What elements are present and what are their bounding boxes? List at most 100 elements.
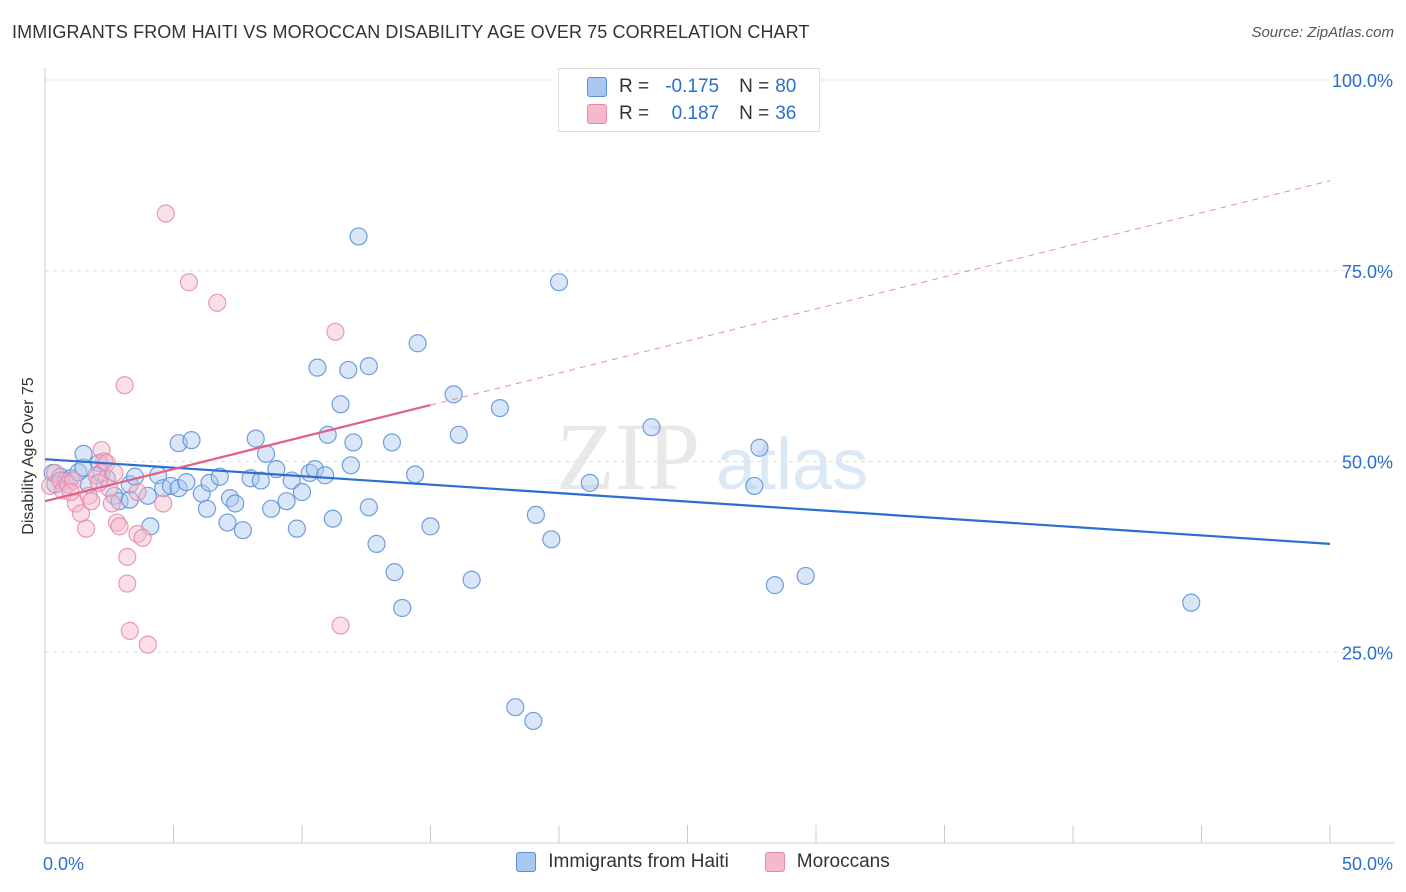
data-point-haiti	[287, 519, 306, 538]
data-point-moroccans	[61, 482, 80, 502]
data-point-haiti	[177, 473, 196, 492]
data-point-haiti	[580, 473, 599, 492]
legend-n-label: N =	[739, 76, 770, 97]
data-point-haiti	[308, 358, 327, 377]
data-point-moroccans	[128, 482, 147, 502]
trend-line-haiti	[44, 458, 1331, 546]
data-point-haiti	[367, 534, 386, 554]
data-point-moroccans	[179, 273, 199, 292]
data-point-moroccans	[118, 574, 137, 593]
data-point-haiti	[526, 505, 545, 525]
data-point-moroccans	[331, 616, 350, 635]
data-point-haiti	[1182, 593, 1201, 612]
y-tick-label: 100.0%	[1332, 71, 1393, 91]
source-credit: Source: ZipAtlas.com	[1251, 24, 1394, 41]
legend-item-haiti: Immigrants from Haiti	[516, 851, 729, 873]
series-haiti-points	[43, 227, 1201, 731]
data-point-moroccans	[120, 621, 139, 640]
data-point-haiti	[331, 395, 350, 414]
trend-line-moroccans-extension	[430, 180, 1331, 406]
watermark-zip: ZIP	[556, 403, 700, 510]
data-point-moroccans	[138, 635, 157, 654]
data-point-haiti	[462, 570, 481, 589]
data-point-haiti	[138, 486, 157, 505]
legend-item-moroccans: Moroccans	[764, 851, 890, 873]
data-point-moroccans	[102, 494, 121, 513]
data-point-haiti	[796, 566, 815, 586]
data-point-haiti	[277, 492, 296, 511]
legend-swatch-haiti	[516, 852, 537, 872]
y-axis-label: Disability Age Over 75	[20, 377, 37, 535]
data-point-moroccans	[326, 322, 345, 341]
data-point-haiti	[359, 357, 378, 376]
data-point-haiti	[642, 418, 661, 437]
data-point-haiti	[549, 273, 569, 292]
legend-n-value: 36	[775, 103, 797, 124]
legend-swatch-moroccans	[764, 852, 785, 872]
data-point-haiti	[490, 398, 509, 418]
data-point-haiti	[220, 489, 240, 508]
gridlines	[45, 79, 1395, 653]
data-point-moroccans	[208, 293, 227, 312]
legend-label-moroccans: Moroccans	[796, 851, 890, 872]
data-point-moroccans	[77, 519, 96, 538]
y-tick-label: 75.0%	[1342, 262, 1393, 282]
watermark: ZIP atlas	[556, 403, 868, 510]
data-point-haiti	[750, 438, 769, 457]
data-point-haiti	[200, 473, 219, 492]
data-point-haiti	[210, 467, 229, 486]
legend-label-haiti: Immigrants from Haiti	[548, 851, 729, 872]
data-point-haiti	[506, 698, 525, 717]
watermark-atlas: atlas	[716, 425, 868, 505]
data-point-moroccans	[110, 517, 129, 536]
legend-r-label: R =	[619, 76, 650, 97]
legend-n-value: 80	[775, 76, 797, 97]
data-point-haiti	[233, 521, 252, 540]
data-point-haiti	[339, 360, 358, 380]
legend-row-moroccans: R = 0.187 N = 36	[587, 101, 796, 127]
data-point-moroccans	[115, 376, 134, 395]
data-point-haiti	[393, 598, 412, 618]
legend-swatch-haiti	[587, 77, 607, 97]
data-point-haiti	[246, 429, 265, 448]
data-point-haiti	[182, 431, 201, 450]
trend-lines	[44, 180, 1331, 546]
chart-title: IMMIGRANTS FROM HAITI VS MOROCCAN DISABI…	[12, 22, 810, 42]
data-point-haiti	[251, 471, 270, 490]
data-point-haiti	[542, 530, 561, 549]
data-point-moroccans	[82, 492, 101, 511]
data-point-moroccans	[105, 463, 124, 483]
data-point-haiti	[292, 482, 312, 502]
y-tick-labels: 100.0% 75.0% 50.0% 25.0%	[1332, 71, 1393, 663]
data-point-haiti	[449, 425, 468, 444]
data-point-haiti	[444, 385, 463, 404]
axes	[44, 68, 1395, 844]
data-point-haiti	[344, 433, 363, 452]
data-point-haiti	[359, 498, 378, 517]
data-point-haiti	[74, 444, 93, 463]
data-point-moroccans	[133, 528, 152, 547]
data-point-haiti	[323, 509, 342, 528]
data-point-haiti	[382, 433, 402, 452]
data-point-haiti	[349, 227, 368, 246]
y-tick-label: 25.0%	[1342, 643, 1393, 663]
data-point-haiti	[385, 563, 404, 582]
x-tick-label: 0.0%	[43, 854, 84, 874]
data-point-haiti	[524, 711, 543, 731]
x-tick-labels: 0.0% 50.0%	[43, 854, 1393, 874]
x-tick-label: 50.0%	[1342, 854, 1393, 874]
data-point-haiti	[218, 513, 237, 532]
data-point-haiti	[120, 490, 139, 509]
data-point-haiti	[765, 576, 784, 595]
data-point-haiti	[745, 476, 764, 496]
legend-row-haiti: R = -0.175 N = 80	[587, 74, 796, 100]
data-point-haiti	[262, 499, 281, 518]
legend-r-label: R =	[619, 103, 650, 124]
data-point-haiti	[226, 494, 245, 513]
data-point-haiti	[341, 456, 360, 475]
legend-n-label: N =	[739, 103, 770, 124]
data-point-moroccans	[156, 204, 175, 223]
data-point-moroccans	[64, 471, 83, 490]
data-point-moroccans	[154, 494, 173, 513]
